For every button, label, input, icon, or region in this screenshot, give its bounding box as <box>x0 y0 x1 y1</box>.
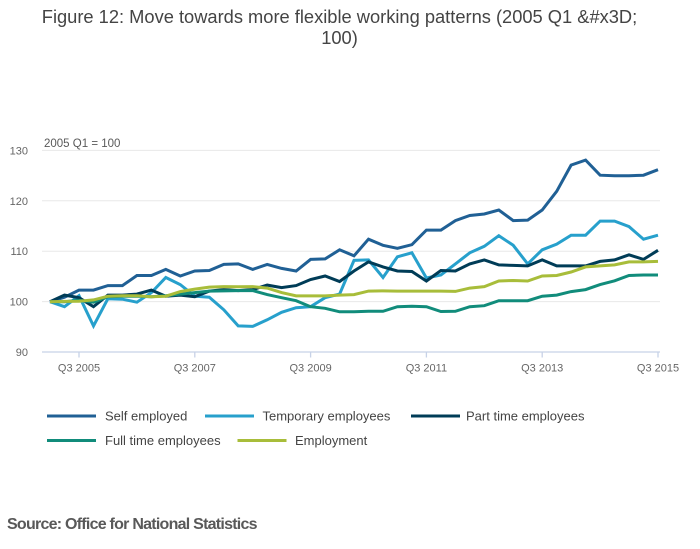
svg-text:Q3 2009: Q3 2009 <box>289 363 331 375</box>
svg-text:110: 110 <box>10 246 28 258</box>
svg-text:Q3 2005: Q3 2005 <box>58 363 100 375</box>
svg-text:Q3 2011: Q3 2011 <box>406 363 447 375</box>
svg-text:120: 120 <box>10 196 28 208</box>
svg-text:Employment: Employment <box>295 433 368 448</box>
svg-text:90: 90 <box>16 347 28 359</box>
svg-text:130: 130 <box>10 145 28 157</box>
svg-text:Part time employees: Part time employees <box>466 409 585 424</box>
svg-text:Q3 2013: Q3 2013 <box>521 363 563 375</box>
svg-text:Temporary employees: Temporary employees <box>263 409 391 424</box>
svg-text:Q3 2007: Q3 2007 <box>174 363 216 375</box>
svg-text:100: 100 <box>10 297 28 309</box>
svg-text:Self employed: Self employed <box>105 409 187 424</box>
svg-text:Q3 2015: Q3 2015 <box>637 363 679 375</box>
svg-text:2005 Q1 = 100: 2005 Q1 = 100 <box>44 138 120 150</box>
svg-text:Full time employees: Full time employees <box>105 433 221 448</box>
